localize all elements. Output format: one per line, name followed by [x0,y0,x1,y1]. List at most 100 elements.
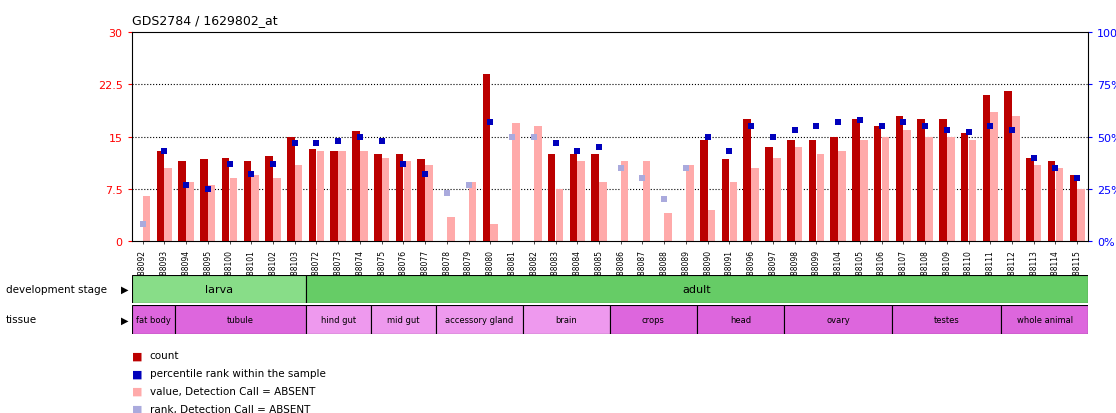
Bar [809,141,816,242]
Bar [156,151,164,242]
Text: hind gut: hind gut [320,315,356,324]
Bar [577,161,585,242]
Bar [783,305,893,335]
Bar [317,151,324,242]
Bar [338,151,346,242]
Bar [860,141,867,242]
Text: whole animal: whole animal [1017,315,1072,324]
Bar [1048,161,1056,242]
Bar [939,120,946,242]
Bar [425,165,433,242]
Bar [896,116,903,242]
Bar [1001,305,1088,335]
Bar [917,120,925,242]
Text: ■: ■ [132,368,142,378]
Bar [371,305,436,335]
Bar [969,141,976,242]
Bar [353,132,359,242]
Bar [273,179,281,242]
Text: GDS2784 / 1629802_at: GDS2784 / 1629802_at [132,14,277,27]
Bar [904,131,911,242]
Bar [306,305,371,335]
Bar [609,305,696,335]
Bar [853,120,859,242]
Bar [874,127,882,242]
Text: ovary: ovary [826,315,850,324]
Bar [208,186,215,242]
Bar [882,137,889,242]
Bar [306,275,1088,304]
Bar [620,161,628,242]
Bar [1026,158,1033,242]
Bar [548,155,556,242]
Bar [287,137,295,242]
Bar [1004,92,1012,242]
Bar [396,155,403,242]
Bar [230,179,238,242]
Bar [838,151,846,242]
Bar [1069,176,1077,242]
Text: ■: ■ [132,386,142,396]
Bar [664,214,672,242]
Text: larva: larva [204,285,233,294]
Bar [179,161,186,242]
Text: testes: testes [934,315,960,324]
Text: accessory gland: accessory gland [445,315,513,324]
Bar [360,151,367,242]
Text: head: head [730,315,751,324]
Bar [569,155,577,242]
Bar [686,165,694,242]
Bar [404,161,411,242]
Bar [295,165,302,242]
Bar [730,183,738,242]
Text: count: count [150,351,179,361]
Text: percentile rank within the sample: percentile rank within the sample [150,368,326,378]
Text: development stage: development stage [6,285,107,294]
Bar [175,305,306,335]
Text: rank, Detection Call = ABSENT: rank, Detection Call = ABSENT [150,404,310,413]
Bar [795,148,802,242]
Text: fat body: fat body [136,315,171,324]
Bar [961,134,969,242]
Bar [722,159,730,242]
Bar [591,155,599,242]
Bar [700,141,708,242]
Bar [708,210,715,242]
Bar [787,141,795,242]
Bar [696,305,783,335]
Bar [1012,116,1020,242]
Bar [164,169,172,242]
Bar [417,159,425,242]
Bar [982,96,990,242]
Bar [1033,165,1041,242]
Bar [482,75,490,242]
Bar [469,183,477,242]
Bar [533,127,541,242]
Bar [766,148,772,242]
Bar [251,176,259,242]
Bar [448,217,454,242]
Bar [751,169,759,242]
Bar [266,157,273,242]
Text: tubule: tubule [227,315,253,324]
Bar [143,197,151,242]
Bar [382,158,389,242]
Bar [599,183,607,242]
Bar [132,275,306,304]
Bar [556,190,564,242]
Text: crops: crops [642,315,665,324]
Text: adult: adult [683,285,711,294]
Bar [946,137,954,242]
Bar [243,161,251,242]
Text: tissue: tissue [6,315,37,325]
Bar [1056,169,1064,242]
Bar [186,183,194,242]
Text: ■: ■ [132,351,142,361]
Bar [830,137,838,242]
Bar [523,305,609,335]
Bar [773,158,780,242]
Text: ▶: ▶ [122,285,128,294]
Bar [330,151,338,242]
Bar [512,123,520,242]
Bar [743,120,751,242]
